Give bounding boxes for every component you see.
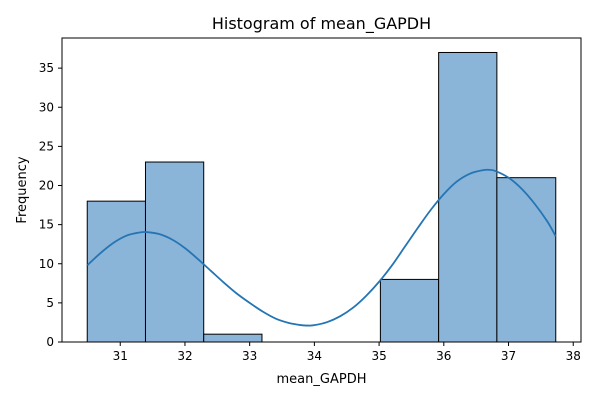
- x-tick-label: 35: [371, 349, 386, 363]
- axes: [61, 37, 582, 343]
- chart-title: Histogram of mean_GAPDH: [212, 14, 431, 34]
- y-tick-label: 15: [39, 218, 54, 232]
- x-ticks: 31 32 33 34 35 36 37 38: [113, 342, 581, 363]
- histogram-bar-8: [496, 177, 557, 343]
- x-tick-label: 31: [113, 349, 128, 363]
- y-tick-label: 0: [46, 335, 54, 349]
- histogram-bar-1: [86, 200, 146, 343]
- y-tick-label: 5: [46, 296, 54, 310]
- histogram-bar-6: [379, 278, 440, 343]
- histogram-bar-3: [203, 333, 263, 343]
- y-tick-label: 35: [39, 61, 54, 75]
- x-tick-label: 36: [436, 349, 451, 363]
- y-axis-label: Frequency: [15, 156, 30, 223]
- x-tick-label: 33: [242, 349, 257, 363]
- histogram-bar-2: [144, 161, 205, 343]
- plot-frame: [61, 37, 582, 343]
- histogram-bars: [86, 51, 557, 343]
- x-tick-label: 32: [177, 349, 192, 363]
- x-tick-label: 38: [566, 349, 581, 363]
- x-tick-label: 37: [501, 349, 516, 363]
- y-tick-label: 20: [39, 179, 54, 193]
- kde-curve: [86, 168, 557, 327]
- y-tick-label: 30: [39, 100, 54, 114]
- y-tick-label: 10: [39, 257, 54, 271]
- histogram-bar-7: [438, 51, 498, 343]
- x-axis-label: mean_GAPDH: [277, 372, 367, 387]
- x-tick-label: 34: [307, 349, 322, 363]
- y-ticks: 0 5 10 15 20 25 30 35: [39, 61, 62, 349]
- y-tick-label: 25: [39, 139, 54, 153]
- kde-curve-layer: [86, 168, 557, 327]
